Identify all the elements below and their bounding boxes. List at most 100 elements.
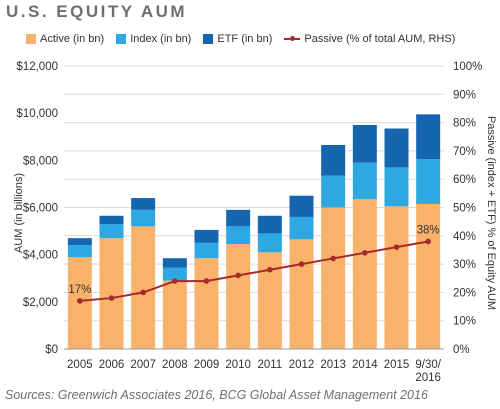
- bar-index: [416, 159, 441, 204]
- y2-tick-label: 100%: [453, 61, 482, 73]
- passive-line-path: [79, 240, 429, 302]
- source-note: Sources: Greenwich Associates 2016, BCG …: [5, 388, 428, 402]
- legend-label-etf: ETF (in bn): [217, 33, 273, 45]
- bar-etf: [384, 128, 409, 168]
- x-tick-label: 2006: [99, 359, 125, 371]
- x-tick-label: 2013: [320, 359, 346, 371]
- x-tick-label: 2005: [67, 359, 93, 371]
- x-tick-label: 2011: [257, 359, 282, 371]
- bar-active: [162, 280, 187, 349]
- passive-point: [298, 261, 305, 267]
- y-tick-label: $2,000: [23, 297, 58, 309]
- bar-etf: [131, 198, 156, 210]
- legend-label-active: Active (in bn): [40, 33, 105, 45]
- bar-active: [384, 206, 409, 349]
- y2-axis-label: Passive (index + ETF) % of Equity AUM: [485, 116, 497, 310]
- y-tick-label: $8,000: [23, 155, 58, 167]
- bar-index: [321, 175, 346, 208]
- legend-item-index: Index (in bn): [116, 33, 191, 45]
- y2-tick-label: 0%: [453, 344, 470, 356]
- legend-item-etf: ETF (in bn): [203, 33, 272, 45]
- x-tick-label: 2015: [384, 359, 410, 371]
- legend: Active (in bn) Index (in bn) ETF (in bn)…: [26, 33, 467, 45]
- legend-swatch-passive: [284, 34, 301, 44]
- y-axis-left: $0 $2,000 $4,000 $6,000 $8,000 $10,000 $12,000: [16, 61, 58, 356]
- bar-etf: [257, 215, 282, 234]
- passive-point: [203, 278, 210, 284]
- x-tick-label: 9/30/2016: [415, 359, 441, 384]
- y-tick-label: $0: [45, 344, 58, 356]
- bar-etf: [226, 209, 251, 227]
- x-tick-label: 2014: [352, 359, 378, 371]
- bar-index: [194, 242, 219, 259]
- y2-tick-label: 60%: [453, 174, 476, 186]
- annotation-last: 38%: [417, 224, 440, 236]
- bar-index: [257, 233, 282, 253]
- bar-etf: [162, 258, 187, 268]
- passive-point: [330, 255, 336, 262]
- y-tick-label: $4,000: [23, 250, 58, 262]
- legend-label-passive: Passive (% of total AUM, RHS): [304, 33, 456, 45]
- x-tick-label: 2008: [162, 359, 188, 371]
- bar-etf: [289, 195, 314, 217]
- y2-tick-label: 10%: [453, 316, 476, 328]
- bar-index: [226, 226, 251, 245]
- bar-etf: [416, 114, 441, 160]
- bar-etf: [194, 229, 219, 243]
- chart-title: U.S. EQUITY AUM: [6, 2, 188, 21]
- passive-point: [172, 278, 178, 284]
- passive-point: [362, 249, 368, 256]
- bar-index: [131, 209, 156, 227]
- x-tick-label: 2007: [130, 359, 156, 371]
- bar-index: [99, 224, 124, 239]
- bars: [67, 114, 441, 349]
- annotation-first: 17%: [68, 284, 91, 296]
- bar-etf: [67, 238, 92, 246]
- y-axis-right: 0% 10% 20% 30% 40% 50% 60% 70% 80% 90% 100%: [453, 61, 482, 356]
- y2-tick-label: 20%: [453, 287, 476, 299]
- bar-etf: [99, 215, 124, 225]
- passive-point: [235, 272, 241, 279]
- x-tick-label: 2010: [225, 359, 251, 371]
- legend-label-index: Index (in bn): [130, 33, 192, 45]
- bar-active: [352, 199, 377, 349]
- x-tick-label: 2009: [194, 359, 220, 371]
- y-tick-label: $6,000: [23, 203, 58, 215]
- legend-item-active: Active (in bn): [26, 33, 104, 45]
- y2-tick-label: 30%: [453, 259, 476, 271]
- passive-point: [425, 238, 431, 245]
- legend-swatch-active: [26, 34, 36, 44]
- legend-item-passive: Passive (% of total AUM, RHS): [284, 33, 455, 45]
- bar-index: [289, 216, 314, 240]
- y2-tick-label: 70%: [453, 146, 476, 158]
- y2-tick-label: 90%: [453, 89, 476, 101]
- bar-active: [289, 239, 314, 349]
- y-axis-label: AUM (in billions): [13, 173, 25, 253]
- passive-point: [77, 298, 83, 304]
- bar-index: [162, 267, 187, 281]
- bar-etf: [321, 145, 346, 176]
- bar-index: [384, 167, 409, 207]
- passive-line: 17% 38%: [68, 224, 440, 304]
- bar-etf: [352, 124, 377, 163]
- x-tick-label: 2012: [289, 359, 315, 371]
- bar-active: [131, 226, 156, 349]
- bar-active: [416, 203, 441, 349]
- y-tick-label: $12,000: [16, 61, 58, 73]
- passive-point: [140, 289, 146, 296]
- bar-active: [321, 207, 346, 349]
- y2-tick-label: 40%: [453, 231, 476, 243]
- bar-active: [194, 258, 219, 349]
- legend-swatch-index: [116, 34, 127, 44]
- y2-tick-label: 80%: [453, 118, 476, 130]
- bar-active: [226, 244, 251, 349]
- bar-active: [257, 252, 282, 349]
- bar-index: [352, 162, 377, 200]
- y2-tick-label: 50%: [453, 203, 476, 215]
- x-axis: 2005 2006 2007 2008 2009 2010 2011 2012 2013 2014…: [64, 348, 444, 384]
- y-tick-label: $10,000: [16, 108, 58, 120]
- bar-index: [67, 245, 92, 258]
- passive-point: [393, 244, 400, 250]
- passive-point: [267, 266, 273, 273]
